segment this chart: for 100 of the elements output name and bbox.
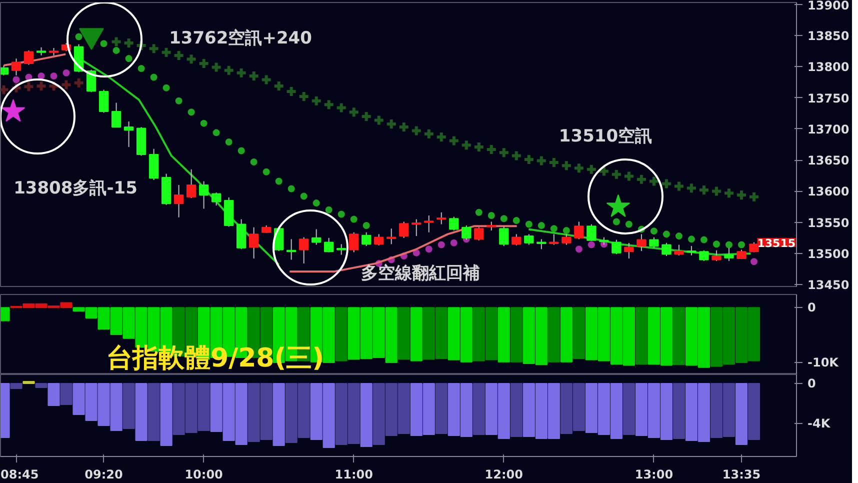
point bbox=[350, 216, 358, 223]
candlestick bbox=[111, 102, 122, 128]
candlestick bbox=[624, 242, 634, 259]
candlestick bbox=[374, 234, 384, 246]
candlestick bbox=[336, 244, 346, 256]
y-tick-label: 13600 bbox=[808, 184, 850, 199]
candlestick bbox=[324, 237, 334, 253]
x-tick-label: 11:00 bbox=[334, 468, 373, 482]
candlestick bbox=[699, 250, 709, 262]
point bbox=[475, 208, 482, 216]
point bbox=[510, 150, 522, 162]
candlestick bbox=[662, 242, 672, 256]
point bbox=[1, 98, 26, 122]
point bbox=[610, 168, 622, 180]
point bbox=[635, 173, 648, 186]
candlestick bbox=[686, 246, 696, 256]
point bbox=[575, 246, 582, 253]
candlestick bbox=[11, 58, 22, 76]
point bbox=[422, 128, 435, 140]
annotation: 13515 bbox=[757, 237, 796, 250]
candlestick bbox=[124, 120, 134, 148]
point bbox=[498, 146, 510, 159]
point bbox=[512, 216, 520, 224]
point bbox=[62, 69, 70, 76]
point bbox=[348, 106, 360, 118]
point bbox=[322, 98, 335, 111]
point bbox=[12, 76, 20, 84]
candlestick bbox=[524, 234, 534, 246]
point bbox=[222, 64, 235, 76]
point bbox=[585, 163, 598, 176]
candlestick bbox=[349, 232, 359, 253]
point bbox=[562, 226, 570, 234]
candlestick bbox=[386, 228, 396, 245]
candlestick bbox=[449, 216, 459, 231]
candlestick bbox=[148, 148, 159, 180]
point bbox=[175, 97, 182, 104]
point bbox=[300, 192, 308, 200]
point bbox=[588, 241, 595, 248]
point bbox=[648, 175, 660, 188]
point bbox=[538, 222, 545, 229]
point bbox=[225, 138, 232, 146]
x-tick-label: 12:00 bbox=[484, 468, 524, 482]
point bbox=[450, 239, 458, 246]
point bbox=[60, 78, 72, 91]
point bbox=[412, 249, 420, 256]
point bbox=[700, 236, 708, 244]
candlestick bbox=[436, 212, 446, 225]
candlestick bbox=[674, 244, 684, 256]
annotation: 多空線翻紅回補 bbox=[361, 264, 480, 284]
candlestick bbox=[248, 226, 259, 259]
candlestick bbox=[362, 232, 372, 247]
point bbox=[262, 168, 270, 176]
point bbox=[138, 65, 145, 72]
candlestick bbox=[536, 238, 546, 250]
y-tick-label: 13900 bbox=[808, 0, 850, 12]
point bbox=[612, 218, 620, 226]
candlestick bbox=[198, 180, 209, 210]
point bbox=[460, 139, 472, 152]
point bbox=[712, 240, 720, 248]
point bbox=[338, 210, 345, 218]
point bbox=[210, 61, 222, 74]
y-tick-label: 13450 bbox=[808, 278, 850, 292]
point bbox=[162, 84, 170, 92]
point bbox=[738, 241, 745, 248]
candlestick bbox=[712, 250, 722, 262]
x-tick-label: 09:20 bbox=[84, 468, 123, 482]
point bbox=[235, 66, 248, 79]
point bbox=[110, 36, 122, 48]
annotation: 13762空訊+240 bbox=[169, 28, 312, 48]
candlestick bbox=[562, 234, 572, 246]
candlestick bbox=[424, 215, 434, 233]
point bbox=[275, 178, 282, 185]
point bbox=[525, 220, 532, 228]
point bbox=[112, 46, 120, 54]
candlestick bbox=[512, 234, 522, 246]
point bbox=[250, 158, 258, 166]
point bbox=[675, 232, 682, 240]
point bbox=[200, 120, 208, 127]
point bbox=[150, 74, 158, 81]
point bbox=[188, 108, 195, 116]
point bbox=[572, 162, 585, 174]
annotation: 13808多訊-15 bbox=[14, 178, 138, 198]
x-tick-label: 13:00 bbox=[634, 468, 674, 482]
point bbox=[310, 94, 322, 107]
point bbox=[660, 178, 672, 190]
point bbox=[372, 114, 385, 126]
candlestick bbox=[211, 192, 222, 206]
point bbox=[160, 46, 172, 58]
candlestick bbox=[412, 218, 422, 237]
point bbox=[212, 129, 220, 136]
y-tick-label: 0 bbox=[808, 376, 816, 390]
point bbox=[125, 55, 132, 62]
y-tick-label: 0 bbox=[808, 300, 816, 315]
point bbox=[725, 241, 732, 248]
point bbox=[185, 53, 198, 66]
point bbox=[362, 222, 370, 229]
point bbox=[500, 215, 508, 222]
y-tick-label: -10K bbox=[808, 355, 840, 370]
candlestick bbox=[312, 228, 322, 246]
candlestick bbox=[24, 50, 34, 66]
